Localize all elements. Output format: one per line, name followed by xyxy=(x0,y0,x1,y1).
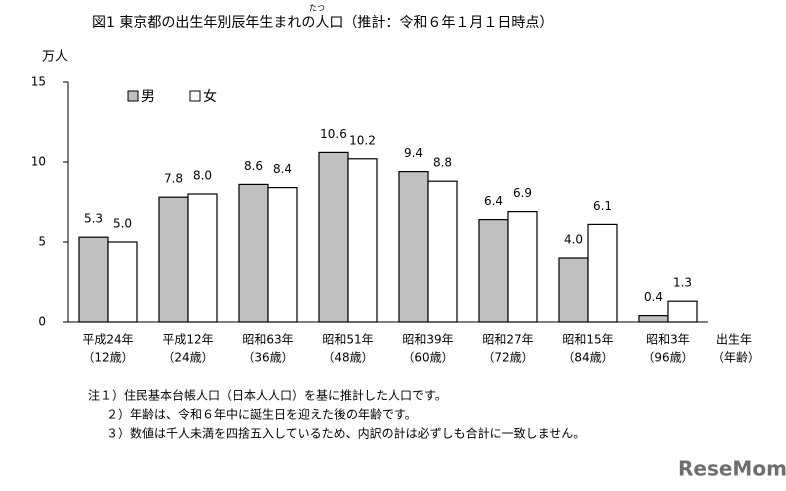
value-label: 4.0 xyxy=(564,233,583,247)
legend-swatch xyxy=(189,90,201,102)
legend-label: 男 xyxy=(141,89,155,105)
y-tick-label: 15 xyxy=(31,75,46,89)
value-label: 5.3 xyxy=(84,212,103,226)
x-tick-sub-label: （36歳） xyxy=(242,351,293,365)
bar xyxy=(398,171,429,323)
y-axis-label: 万人 xyxy=(42,50,68,65)
bar xyxy=(507,211,538,323)
value-label: 10.2 xyxy=(349,133,376,147)
bar xyxy=(267,187,298,323)
value-label: 8.0 xyxy=(193,169,212,183)
value-label: 8.8 xyxy=(433,156,452,170)
note: 注１）住民基本台帳人口（日本人人口）を基に推計した人口です。 xyxy=(88,388,447,403)
bar xyxy=(107,241,138,323)
x-tick-sub-label: （48歳） xyxy=(322,351,373,365)
bar xyxy=(478,219,509,323)
bar xyxy=(347,158,378,323)
bar xyxy=(638,315,669,323)
y-tick-label: 5 xyxy=(38,235,46,249)
title-ruby: たつ xyxy=(309,4,325,13)
watermark: ReseMom xyxy=(678,457,786,481)
x-tick-sub-label: （60歳） xyxy=(402,351,453,365)
bar xyxy=(587,223,618,323)
bar xyxy=(238,183,269,323)
x-tick-sub-label: （12歳） xyxy=(82,351,133,365)
bar xyxy=(667,300,698,323)
note: ２）年齢は、令和６年中に誕生日を迎えた後の年齢です。 xyxy=(106,407,417,422)
y-tick-label: 0 xyxy=(38,315,46,329)
legend-swatch xyxy=(127,90,139,102)
x-tick-label: 昭和39年 xyxy=(402,333,453,347)
value-label: 9.4 xyxy=(404,146,423,160)
x-tick-sub-label: （72歳） xyxy=(482,351,533,365)
chart-title: 図1 東京都の出生年別辰年生まれの人口（推計：令和６年１月１日時点） xyxy=(92,15,553,31)
value-label: 8.6 xyxy=(244,159,263,173)
x-tick-label: 平成24年 xyxy=(82,333,133,347)
x-tick-sub-label: （24歳） xyxy=(162,351,213,365)
x-axis-label-sub: （年齢） xyxy=(712,350,760,365)
bar xyxy=(427,180,458,323)
x-tick-label: 昭和63年 xyxy=(242,333,293,347)
value-label: 1.3 xyxy=(673,276,692,290)
bar xyxy=(558,257,589,323)
x-tick-sub-label: （96歳） xyxy=(642,351,693,365)
value-label: 6.4 xyxy=(484,194,503,208)
value-label: 6.1 xyxy=(593,199,612,213)
value-label: 6.9 xyxy=(513,186,532,200)
x-tick-label: 昭和15年 xyxy=(562,333,613,347)
value-label: 10.6 xyxy=(320,127,347,141)
note: ３）数値は千人未満を四捨五入しているため、内訳の計は必ずしも合計に一致しません。 xyxy=(106,426,585,441)
x-tick-label: 昭和27年 xyxy=(482,333,533,347)
y-tick-label: 10 xyxy=(31,155,46,169)
value-label: 7.8 xyxy=(164,172,183,186)
x-tick-label: 昭和51年 xyxy=(322,333,373,347)
bar xyxy=(187,193,218,323)
legend-label: 女 xyxy=(203,88,217,105)
bar xyxy=(318,151,349,323)
x-tick-label: 昭和3年 xyxy=(646,333,690,347)
value-label: 0.4 xyxy=(644,290,663,304)
x-tick-sub-label: （84歳） xyxy=(562,351,613,365)
bar xyxy=(78,236,109,323)
value-label: 8.4 xyxy=(273,162,292,176)
x-axis-label: 出生年 xyxy=(716,333,752,347)
x-tick-label: 平成12年 xyxy=(162,333,213,347)
value-label: 5.0 xyxy=(113,217,132,231)
bar xyxy=(158,196,189,323)
